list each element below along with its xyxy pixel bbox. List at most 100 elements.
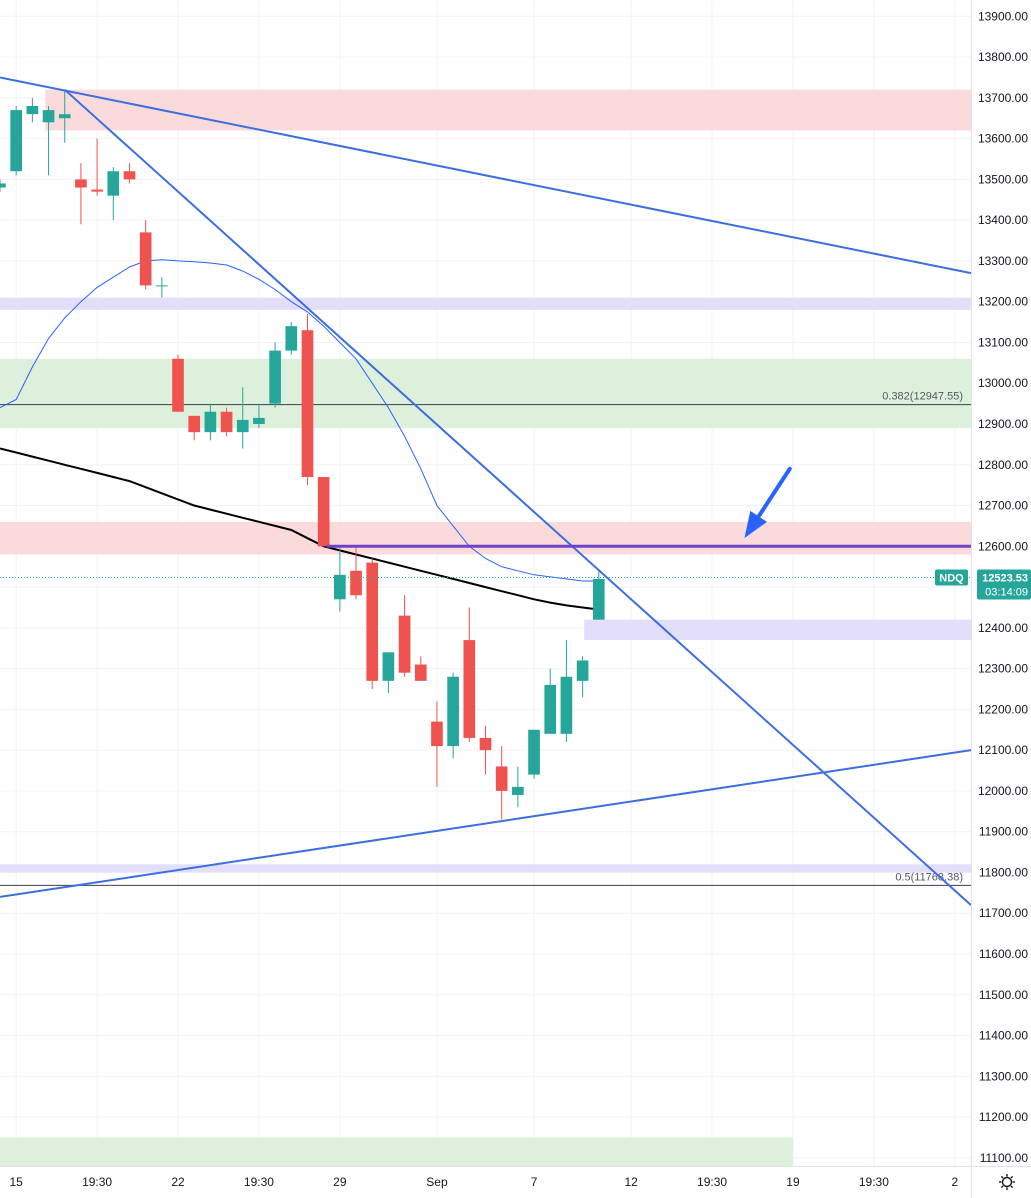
time-tick-label-2: 22 bbox=[171, 1175, 185, 1189]
candle-13 bbox=[204, 403, 217, 441]
time-tick-label-1: 19:30 bbox=[82, 1175, 112, 1189]
candle-19 bbox=[301, 313, 314, 486]
price-tick-label-10: 12900.00 bbox=[978, 417, 1028, 431]
candle-body bbox=[479, 737, 492, 751]
time-tick-label-8: 19:30 bbox=[697, 1175, 727, 1189]
price-tick-label-6: 13300.00 bbox=[978, 254, 1028, 268]
price-axis[interactable]: 13900.00 13800.00 13700.00 13600.00 13500.00… bbox=[971, 0, 1029, 1198]
arrow-shaft bbox=[756, 466, 792, 519]
candles bbox=[0, 89, 605, 820]
zone-0 bbox=[45, 89, 971, 131]
candle-37 bbox=[592, 570, 605, 620]
candle-1 bbox=[10, 106, 23, 176]
candle-body bbox=[91, 189, 103, 192]
price-tick-label-4: 13500.00 bbox=[978, 172, 1028, 186]
candle-body bbox=[10, 110, 23, 172]
price-tick-label-27: 11200.00 bbox=[979, 1110, 1028, 1124]
ma-long-line bbox=[0, 447, 599, 611]
price-tick-label-24: 11500.00 bbox=[979, 988, 1028, 1002]
candle-body bbox=[58, 114, 71, 119]
candle-body bbox=[236, 419, 249, 433]
candle-2 bbox=[26, 97, 39, 123]
price-tick-label-8: 13100.00 bbox=[978, 335, 1028, 349]
candle-body bbox=[253, 417, 265, 424]
price-tick-label-7: 13200.00 bbox=[978, 295, 1028, 309]
candle-34 bbox=[544, 668, 557, 734]
time-tick-label-5: Sep bbox=[426, 1175, 448, 1189]
candle-body bbox=[350, 570, 362, 596]
time-axis[interactable]: 15 19:30 22 19:30 29 Sep 7 12 19:30 19 19:30 2 bbox=[0, 1166, 1031, 1190]
candle-9 bbox=[139, 220, 152, 290]
candle-body bbox=[528, 729, 540, 775]
candle-body bbox=[495, 766, 508, 791]
candle-body bbox=[447, 676, 459, 747]
candle-0 bbox=[0, 179, 6, 192]
candle-body bbox=[172, 358, 184, 412]
time-tick-label-7: 12 bbox=[624, 1175, 638, 1189]
candle-body bbox=[463, 640, 476, 738]
price-tick-label-0: 13900.00 bbox=[978, 9, 1028, 23]
candle-28 bbox=[447, 672, 459, 759]
candle-10 bbox=[156, 277, 168, 298]
price-tick-label-21: 11800.00 bbox=[979, 865, 1028, 879]
candle-27 bbox=[431, 701, 443, 787]
candle-30 bbox=[479, 725, 492, 775]
price-tick-label-11: 12800.00 bbox=[978, 458, 1028, 472]
price-tick-label-18: 12100.00 bbox=[978, 743, 1028, 757]
candle-24 bbox=[382, 652, 395, 694]
price-tick-label-16: 12300.00 bbox=[978, 662, 1028, 676]
candle-body bbox=[317, 477, 330, 547]
zones bbox=[0, 89, 971, 1166]
candle-body bbox=[414, 664, 427, 681]
price-tick-label-13: 12600.00 bbox=[978, 539, 1028, 553]
fib-levels: 0.382(12947.55) 0.5(11768.38) bbox=[0, 391, 971, 886]
symbol-tag bbox=[935, 569, 968, 586]
candle-36 bbox=[576, 656, 589, 698]
time-tick-label-3: 19:30 bbox=[244, 1175, 274, 1189]
arrow-head bbox=[744, 510, 768, 539]
price-tick-label-1: 13800.00 bbox=[978, 50, 1028, 64]
candle-29 bbox=[463, 607, 476, 742]
candle-6 bbox=[91, 138, 103, 196]
zone-3 bbox=[0, 521, 971, 555]
candle-body bbox=[188, 415, 201, 433]
candle-32 bbox=[512, 766, 524, 808]
candle-8 bbox=[123, 163, 136, 184]
candle-body bbox=[75, 179, 87, 188]
last-price-label: 12523.53 bbox=[982, 572, 1028, 584]
drawings bbox=[0, 76, 972, 906]
price-tick-label-2: 13700.00 bbox=[978, 91, 1028, 105]
candle-body bbox=[139, 232, 152, 286]
last-price-tag bbox=[977, 569, 1031, 600]
price-tick-label-17: 12200.00 bbox=[978, 702, 1028, 716]
candle-body bbox=[334, 574, 346, 600]
price-tick-label-9: 13000.00 bbox=[978, 376, 1028, 390]
candle-25 bbox=[398, 595, 411, 677]
candle-body bbox=[156, 285, 168, 287]
moving-averages bbox=[0, 259, 599, 611]
time-tick-label-6: 7 bbox=[531, 1175, 538, 1189]
candle-body bbox=[560, 676, 573, 734]
candle-body bbox=[301, 330, 314, 477]
candle-body bbox=[220, 411, 233, 433]
zone-5 bbox=[0, 864, 971, 873]
countdown-label: 03:14:09 bbox=[985, 586, 1028, 598]
price-tick-label-3: 13600.00 bbox=[978, 132, 1028, 146]
time-tick-label-10: 19:30 bbox=[859, 1175, 889, 1189]
settings-icon[interactable] bbox=[999, 1174, 1015, 1190]
price-tick-label-26: 11300.00 bbox=[979, 1069, 1028, 1083]
price-tick-label-28: 11100.00 bbox=[980, 1151, 1029, 1165]
candle-body bbox=[42, 110, 55, 123]
fib-label-1: 0.5(11768.38) bbox=[895, 871, 963, 883]
candle-3 bbox=[42, 106, 55, 176]
time-tick-label-9: 19 bbox=[786, 1175, 800, 1189]
candle-body bbox=[26, 106, 39, 115]
zone-4 bbox=[584, 619, 971, 641]
candle-20 bbox=[317, 477, 330, 547]
candle-26 bbox=[414, 656, 427, 681]
candle-23 bbox=[366, 558, 379, 689]
price-tick-label-15: 12400.00 bbox=[978, 621, 1028, 635]
candle-body bbox=[544, 684, 557, 734]
price-tags: NDQ 12523.53 03:14:09 bbox=[935, 569, 1031, 600]
